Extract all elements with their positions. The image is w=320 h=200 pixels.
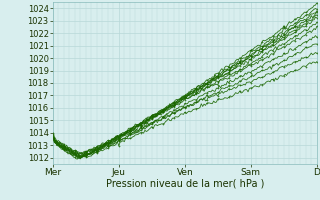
X-axis label: Pression niveau de la mer( hPa ): Pression niveau de la mer( hPa ) <box>106 179 264 189</box>
